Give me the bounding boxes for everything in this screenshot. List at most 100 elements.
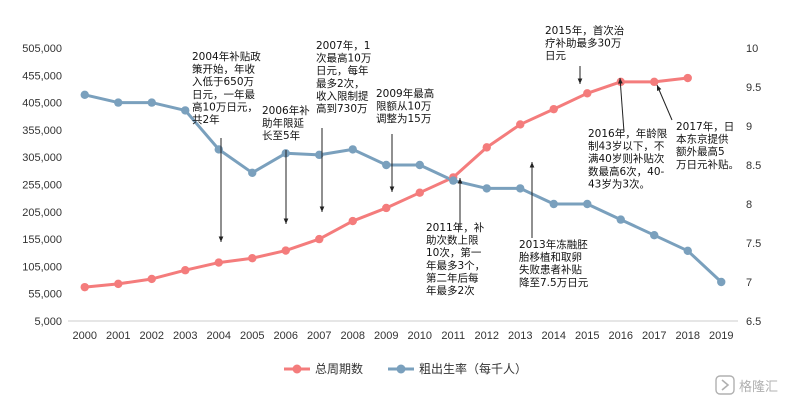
y-left-tick-label: 405,000 xyxy=(22,98,62,110)
series-2-point xyxy=(114,98,123,107)
annotation-line: 满40岁则补贴次 xyxy=(588,152,665,165)
y-left-tick-label: 155,000 xyxy=(22,234,62,246)
series-2-point xyxy=(348,145,357,154)
x-tick-label: 2012 xyxy=(475,330,499,342)
x-tick-label: 2009 xyxy=(374,330,398,342)
series-2-point xyxy=(147,98,156,107)
series-1-point xyxy=(248,254,257,263)
annotation-arrow xyxy=(619,77,625,133)
series-2-point xyxy=(650,231,659,240)
legend-label: 总周期数 xyxy=(315,361,363,376)
annotation-line: 高10万日元， xyxy=(192,100,258,113)
annotation-text: 2017年，日本东京提供额外最高5 万日元补贴。 xyxy=(676,120,739,171)
series-1-point xyxy=(650,77,659,87)
annotation-line: 高到730万 xyxy=(316,102,368,115)
legend-label: 粗出生率（每千人） xyxy=(419,361,527,376)
series-1-point xyxy=(683,73,692,83)
annotation-text: 2006年补助年限延长至5年 xyxy=(262,104,310,142)
series-1-point xyxy=(382,203,391,213)
annotations-layer: 2004年补贴政策开始，年收入低于650万日元，一年最高10万日元，共2年200… xyxy=(192,24,739,297)
series-2-point xyxy=(315,150,324,160)
y-right-tick-label: 6.5 xyxy=(746,316,761,328)
annotation-text: 2016年，年龄限制43岁以下，不满40岁则补贴次数最高6次，40-43岁为3次… xyxy=(588,127,668,190)
series-2-point xyxy=(415,160,424,170)
annotation-arrowhead xyxy=(618,78,623,84)
annotation-line: 调整为15万 xyxy=(376,112,431,125)
series-1-point xyxy=(348,216,357,226)
y-left-tick-label: 55,000 xyxy=(28,289,62,301)
y-right-tick-label: 8 xyxy=(746,199,752,211)
y-left-tick-label: 455,000 xyxy=(22,70,62,82)
annotation-line: 日元，一年最 xyxy=(192,88,255,101)
legend-swatch-marker xyxy=(396,364,406,374)
annotation-arrowhead xyxy=(319,206,325,212)
x-tick-label: 2010 xyxy=(408,330,432,342)
annotation-arrowhead xyxy=(577,78,583,84)
annotation-line: 入低于650万 xyxy=(192,75,254,88)
annotation-line: 2007年，1 xyxy=(316,39,370,52)
annotation-line: 疗补助最多30万 xyxy=(545,37,621,50)
series-line-2 xyxy=(84,93,723,284)
annotation-line: 43岁为3次。 xyxy=(588,177,650,190)
y-left-tick-label: 105,000 xyxy=(22,261,62,273)
y-left-tick-label: 355,000 xyxy=(22,125,62,137)
annotation-text: 2009年最高限额从10万调整为15万 xyxy=(376,87,434,125)
annotation-line: 年最多2次 xyxy=(426,284,475,297)
annotation-line: 次最高10万 xyxy=(316,52,371,65)
annotation-line: 收入限制提 xyxy=(316,89,369,102)
y-right-tick-label: 8.5 xyxy=(746,160,761,172)
y-right-tick-label: 9.5 xyxy=(746,82,761,94)
series-1-point xyxy=(80,282,89,292)
y-left-tick-label: 505,000 xyxy=(22,43,62,55)
annotation-line: 助年限延 xyxy=(262,117,304,130)
annotation-line: 限额从10万 xyxy=(376,100,431,113)
y-left-tick-label: 5,000 xyxy=(34,316,62,328)
watermark: 格隆汇 xyxy=(715,375,778,395)
y-left-tick-label: 305,000 xyxy=(22,152,62,164)
annotation-arrow xyxy=(656,84,673,121)
series-1-point xyxy=(181,266,190,275)
annotation-line: 最多2次， xyxy=(316,77,365,90)
annotation-line: 助次数上限 xyxy=(426,234,479,247)
annotation-line: 2015年，首次治 xyxy=(545,24,624,37)
annotation-line: 策开始，年收 xyxy=(192,63,255,76)
annotation-line: 制43岁以下，不 xyxy=(588,140,665,153)
series-2-point xyxy=(683,246,692,255)
x-tick-label: 2018 xyxy=(676,330,700,342)
series-1-point xyxy=(147,274,156,284)
annotation-line: 日元 xyxy=(545,50,566,62)
annotation-line: 胎移植和取卵 xyxy=(519,251,582,264)
annotation-line: 2016年，年龄限 xyxy=(588,127,668,140)
annotation-line: 本东京提供 xyxy=(676,133,729,146)
x-tick-label: 2016 xyxy=(609,330,633,342)
x-tick-label: 2007 xyxy=(307,330,331,342)
series-2-point xyxy=(482,184,491,193)
y-right-tick-label: 7 xyxy=(746,277,752,289)
series-1-point xyxy=(114,279,123,289)
annotation-text: 2004年补贴政策开始，年收入低于650万日元，一年最高10万日元，共2年 xyxy=(192,50,261,126)
x-tick-label: 2015 xyxy=(575,330,599,342)
series-1-point xyxy=(214,258,223,267)
series-1-point xyxy=(482,143,491,152)
annotation-text: 2015年，首次治疗补助最多30万日元 xyxy=(545,24,624,62)
annotation-line: 失败患者补贴 xyxy=(519,263,582,276)
y-right-tick-label: 9 xyxy=(746,121,752,133)
x-tick-label: 2005 xyxy=(240,330,264,342)
legend: 总周期数 粗出生率（每千人） xyxy=(284,361,527,376)
y-left-tick-label: 205,000 xyxy=(22,207,62,219)
series-2-point xyxy=(181,106,190,115)
annotation-line: 2006年补 xyxy=(262,104,310,117)
annotation-line: 降至7.5万日元 xyxy=(519,276,589,289)
annotation-arrowhead xyxy=(283,218,289,224)
y-right-tick-label: 10 xyxy=(746,43,758,55)
series-2-point xyxy=(214,145,223,154)
annotation-text: 2013年冻融胚胎移植和取卵失败患者补贴降至7.5万日元 xyxy=(519,238,589,289)
series-1-point xyxy=(315,234,324,244)
annotation-line: 2013年冻融胚 xyxy=(519,238,588,251)
annotation-arrowhead xyxy=(218,236,224,242)
x-tick-label: 2003 xyxy=(173,330,197,342)
x-tick-label: 2014 xyxy=(542,330,566,342)
x-tick-label: 2004 xyxy=(207,330,231,342)
series-2-point xyxy=(549,199,558,209)
